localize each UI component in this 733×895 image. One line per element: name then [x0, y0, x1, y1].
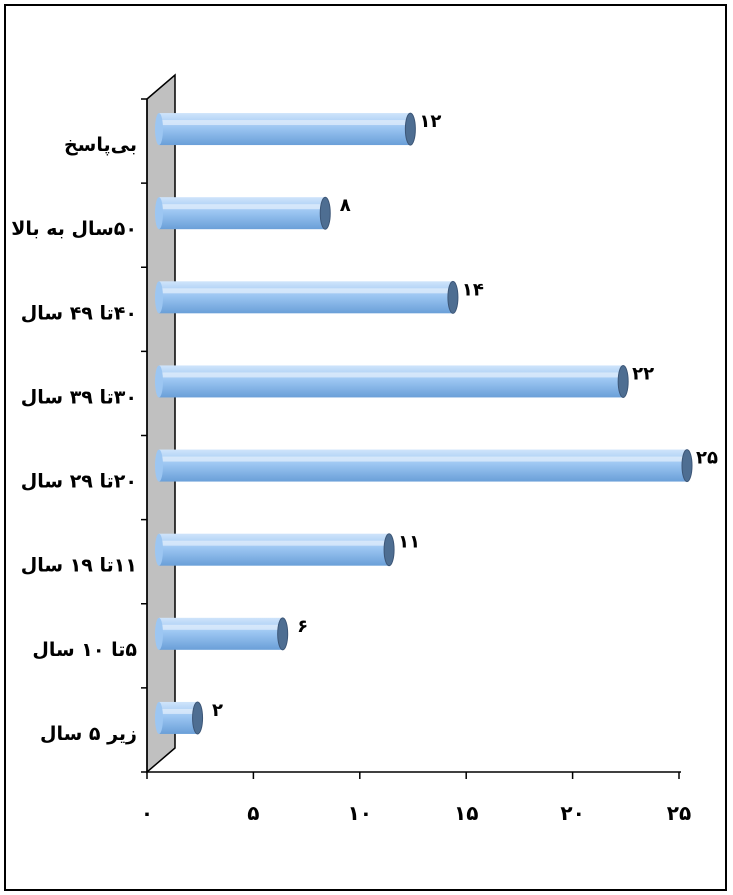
bar-start-cap — [155, 449, 163, 482]
bar-highlight — [159, 456, 687, 462]
bar-body — [159, 617, 283, 650]
x-tick-label: ۱۰ — [348, 801, 372, 825]
bar-end-cap — [681, 449, 693, 483]
bar-value-label: ۲۲ — [632, 363, 654, 384]
bar-body — [159, 197, 326, 230]
bar-start-cap — [155, 113, 163, 146]
bar-start-cap — [155, 617, 163, 650]
x-tick-label: ۵ — [247, 801, 259, 825]
chart-frame: ۰ ۵ ۱۰ ۱۵ ۲۰ ۲۵ ۲ زیر ۵ سال ۶ ۵تا ۱۰ سال ۱۱ ۱۱تا ۱۹… — [4, 4, 727, 891]
bar-end-cap — [447, 280, 459, 314]
bar-start-cap — [155, 533, 163, 566]
category-label: ۵۰سال به بالا — [11, 218, 137, 240]
bar-highlight — [159, 120, 411, 126]
bar-start-cap — [155, 281, 163, 314]
bar-end-cap — [383, 533, 395, 567]
bar-value-label: ۱۱ — [398, 532, 420, 553]
bar-body — [159, 281, 453, 314]
category-label: ۲۰تا ۲۹ سال — [21, 471, 137, 493]
bar — [155, 112, 416, 146]
bar-value-label: ۶ — [297, 616, 308, 637]
bar — [155, 364, 629, 398]
category-label: ۳۰تا ۳۹ سال — [21, 386, 137, 408]
bar-highlight — [159, 540, 390, 546]
bar-body — [159, 449, 687, 482]
bar — [155, 280, 459, 314]
bar — [155, 701, 204, 735]
category-label: ۵تا ۱۰ سال — [32, 639, 137, 661]
bar-end-cap — [192, 701, 204, 735]
bar-highlight — [159, 708, 198, 714]
bar — [155, 533, 395, 567]
bar-highlight — [159, 624, 283, 630]
bar-chart: ۰ ۵ ۱۰ ۱۵ ۲۰ ۲۵ ۲ زیر ۵ سال ۶ ۵تا ۱۰ سال ۱۱ ۱۱تا ۱۹… — [11, 73, 718, 825]
bar-body — [159, 701, 198, 734]
bar — [155, 449, 693, 483]
x-tick-label: ۱۵ — [454, 801, 478, 825]
bar-end-cap — [404, 112, 416, 146]
bar — [155, 196, 331, 230]
category-label: ۱۱تا ۱۹ سال — [21, 555, 137, 577]
bar-value-label: ۸ — [340, 195, 351, 216]
x-tick-label: ۲۵ — [667, 801, 691, 825]
bar-start-cap — [155, 701, 163, 734]
bar-value-label: ۱۴ — [462, 279, 484, 300]
bar-highlight — [159, 288, 453, 294]
bar-end-cap — [277, 617, 289, 651]
bar-body — [159, 113, 411, 146]
bar-body — [159, 533, 390, 566]
bar-value-label: ۱۲ — [419, 111, 441, 132]
bar-start-cap — [155, 365, 163, 398]
x-tick-label: ۰ — [141, 801, 153, 825]
bar-highlight — [159, 204, 326, 210]
category-label: زیر ۵ سال — [40, 723, 137, 745]
bar-end-cap — [617, 364, 629, 398]
bar-highlight — [159, 372, 624, 378]
bar-value-label: ۲ — [212, 700, 223, 721]
bar-start-cap — [155, 197, 163, 230]
bar-value-label: ۲۵ — [696, 448, 718, 469]
bar-end-cap — [319, 196, 331, 230]
x-tick-label: ۲۰ — [560, 801, 584, 825]
bar — [155, 617, 289, 651]
bar-body — [159, 365, 624, 398]
category-label: بی‌پاسخ — [64, 134, 137, 156]
category-label: ۴۰تا ۴۹ سال — [21, 302, 137, 324]
chart-back-wall — [146, 73, 176, 774]
